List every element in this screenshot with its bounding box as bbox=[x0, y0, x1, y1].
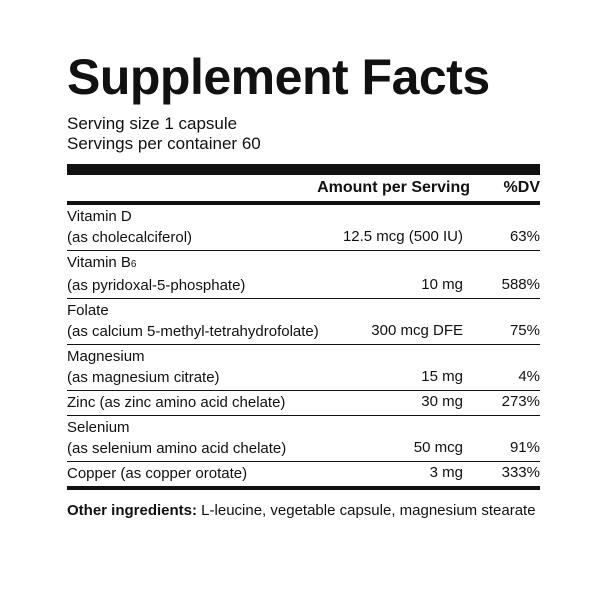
thick-divider bbox=[67, 164, 540, 175]
nutrient-row-selenium: Selenium (as selenium amino acid chelate… bbox=[67, 416, 540, 462]
nutrient-amount: 30 mg bbox=[421, 393, 463, 410]
nutrient-name: Vitamin B6 bbox=[67, 254, 137, 271]
dv-header: %DV bbox=[503, 179, 540, 196]
nutrient-amount: 50 mcg bbox=[413, 439, 463, 456]
header-divider bbox=[67, 201, 540, 205]
nutrient-row-copper: Copper (as copper orotate) 3 mg 333% bbox=[67, 462, 540, 486]
table-header: Amount per Serving %DV bbox=[67, 175, 540, 201]
nutrient-name: Selenium bbox=[67, 419, 130, 436]
nutrient-row-vitamin-d: Vitamin D (as cholecalciferol) 12.5 mcg … bbox=[67, 205, 540, 251]
serving-info: Serving size 1 capsule Servings per cont… bbox=[67, 114, 540, 154]
nutrient-name-subscript: 6 bbox=[130, 259, 137, 270]
nutrient-dv: 75% bbox=[509, 322, 540, 339]
nutrient-dv: 63% bbox=[509, 228, 540, 245]
nutrient-row-zinc: Zinc (as zinc amino acid chelate) 30 mg … bbox=[67, 391, 540, 416]
nutrient-source: (as calcium 5-methyl-tetrahydrofolate) bbox=[67, 323, 319, 340]
nutrient-name: Magnesium bbox=[67, 348, 145, 365]
other-ingredients: Other ingredients: L-leucine, vegetable … bbox=[67, 500, 540, 521]
nutrient-dv: 588% bbox=[501, 276, 540, 293]
nutrient-amount: 10 mg bbox=[421, 276, 463, 293]
nutrient-source: (as selenium amino acid chelate) bbox=[67, 440, 287, 457]
nutrient-dv: 273% bbox=[501, 393, 540, 410]
other-ingredients-label: Other ingredients: bbox=[67, 502, 198, 519]
servings-per-container: Servings per container 60 bbox=[67, 134, 261, 153]
supplement-facts-panel: Supplement Facts Serving size 1 capsule … bbox=[67, 50, 540, 521]
nutrient-amount: 3 mg bbox=[429, 464, 463, 481]
amount-header: Amount per Serving bbox=[317, 179, 470, 196]
nutrient-amount: 15 mg bbox=[421, 368, 463, 385]
nutrient-name: Vitamin D bbox=[67, 208, 132, 225]
nutrient-table: Vitamin D (as cholecalciferol) 12.5 mcg … bbox=[67, 205, 540, 486]
nutrient-dv: 333% bbox=[501, 464, 540, 481]
nutrient-amount: 300 mcg DFE bbox=[371, 322, 463, 339]
nutrient-name: Folate bbox=[67, 302, 109, 319]
nutrient-dv: 91% bbox=[509, 439, 540, 456]
nutrient-row-vitamin-b6: Vitamin B6 (as pyridoxal-5-phosphate) 10… bbox=[67, 251, 540, 299]
panel-title: Supplement Facts bbox=[67, 49, 490, 105]
nutrient-source: (as magnesium citrate) bbox=[67, 369, 220, 386]
nutrient-dv: 4% bbox=[518, 368, 540, 385]
nutrient-row-magnesium: Magnesium (as magnesium citrate) 15 mg 4… bbox=[67, 345, 540, 391]
serving-size: Serving size 1 capsule bbox=[67, 114, 238, 133]
other-ingredients-text: L-leucine, vegetable capsule, magnesium … bbox=[197, 502, 536, 519]
nutrient-source: (as pyridoxal-5-phosphate) bbox=[67, 277, 246, 294]
nutrient-source: (as cholecalciferol) bbox=[67, 229, 193, 246]
nutrient-row-folate: Folate (as calcium 5-methyl-tetrahydrofo… bbox=[67, 299, 540, 345]
footer-divider bbox=[67, 486, 540, 490]
nutrient-name: Zinc (as zinc amino acid chelate) bbox=[67, 394, 286, 411]
nutrient-amount: 12.5 mcg (500 IU) bbox=[342, 228, 463, 245]
nutrient-name: Copper (as copper orotate) bbox=[67, 465, 248, 482]
